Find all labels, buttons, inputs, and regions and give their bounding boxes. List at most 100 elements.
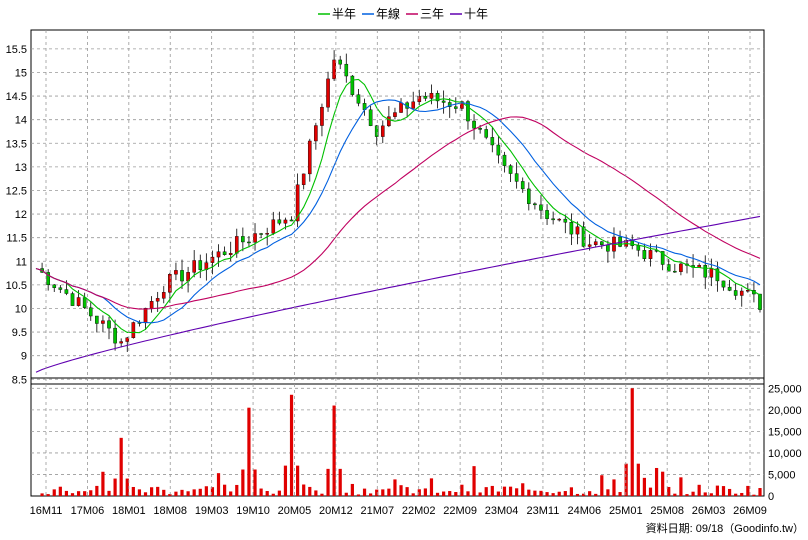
volume-bar [703,492,707,496]
volume-bar [539,490,543,496]
candle-body [326,78,330,108]
x-tick-label: 22M09 [443,505,477,517]
candle [593,238,598,248]
candle [453,97,458,114]
volume-bar [216,473,221,496]
x-tick-label: 19M10 [236,505,270,517]
price-frame [30,29,765,385]
candle-body [228,253,233,255]
candle [95,315,99,333]
candle [630,234,635,250]
volume-bar [95,485,99,496]
candle [666,259,671,272]
volume-bar [734,493,738,496]
legend-item-3: 三年 [406,7,444,21]
volume-tick-label: 0 [768,491,774,503]
candle-body [107,320,111,329]
candle-body [265,233,269,235]
candle-body [301,173,306,185]
volume-bar [527,489,531,496]
volume-bar [113,478,117,496]
candle-body [557,218,562,221]
candle [301,173,306,190]
candle [405,101,409,118]
candle [332,50,336,81]
volume-bar [575,493,580,496]
candle [247,236,251,248]
price-tick-label: 15 [15,67,27,79]
volume-bar [448,491,452,496]
legend-item-4: 十年 [450,7,488,21]
candle [88,302,93,321]
candle [411,91,416,109]
volume-bar [119,437,123,496]
volume-bar [478,492,482,496]
candle [581,221,586,248]
candle-body [496,144,501,156]
candle [557,218,562,222]
volume-bar [308,486,312,496]
candle [161,286,166,304]
candle [289,216,294,222]
x-tick-label: 18M08 [153,505,187,517]
price-tick-label: 13 [15,162,27,174]
volume-bar [296,465,300,496]
volume-bar [381,489,385,496]
candle-body [314,125,318,142]
candle-body [679,263,683,272]
candle-body [307,140,312,175]
candle [514,162,519,189]
legend-label: 十年 [464,7,488,21]
volume-bar [454,492,458,496]
candle [131,321,136,339]
candle [362,98,367,116]
candle-body [192,260,196,273]
volume-bar [265,490,269,496]
x-tick-label: 18M01 [112,505,146,517]
price-tick-label: 9.5 [12,327,27,339]
candle [271,211,276,236]
volume-bar [405,487,409,496]
candle [703,255,708,289]
candle-body [411,101,416,109]
volume-bar [131,486,135,496]
candle [314,122,318,150]
candle-body [380,125,385,137]
candle [502,151,507,173]
candle [222,246,227,256]
candle-body [241,236,245,243]
candle-body [478,127,482,130]
x-tick-label: 17M06 [71,505,105,517]
volume-tick-label: 10,000 [768,448,802,460]
volume-bar [581,493,586,496]
volume-bar [271,493,275,496]
candle-body [642,250,647,259]
candle [569,213,574,246]
candle-body [721,280,726,288]
candle [721,280,726,291]
price-tick-label: 11 [16,256,27,268]
candle [417,89,422,106]
volume-bar [399,485,403,496]
volume-bar [326,468,330,496]
candle-body [563,218,568,223]
price-tick-label: 14.5 [6,91,27,103]
volume-bar [76,491,81,496]
price-tick-label: 14 [15,115,27,127]
candle [155,291,160,312]
volume-bar [302,484,306,496]
candle [551,211,555,225]
candle-body [733,290,738,296]
candle-body [52,284,57,288]
volume-bar [600,475,604,496]
volume-bar [752,494,756,496]
volume-bar [52,489,56,496]
volume-bar [241,469,245,496]
volume-bar [697,484,701,496]
volume-bar [588,491,592,496]
candle [746,283,750,293]
candle-body [295,184,300,222]
volume-bar [375,489,379,496]
volume-bar [229,491,233,496]
volume-bar [515,488,519,496]
